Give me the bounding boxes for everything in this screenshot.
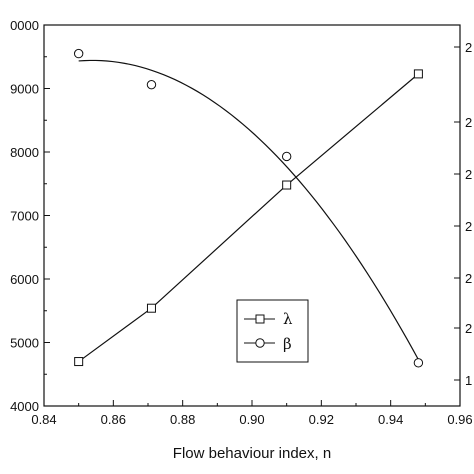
legend-box	[236, 299, 309, 363]
y-right-tick-label: 2	[465, 167, 472, 182]
legend-marker-circle	[255, 338, 265, 348]
series-lambda-point	[74, 357, 84, 367]
legend-marker-square	[255, 314, 265, 324]
y-tick-label: 0000	[10, 18, 39, 33]
legend-label-lambda: λ	[283, 310, 293, 328]
x-tick-label: 0.86	[101, 412, 126, 427]
y-tick-label: 6000	[10, 272, 39, 287]
y-axis-left-ticks: 4000 5000 6000 7000 8000 9000 0000	[10, 18, 50, 414]
series-beta-point	[413, 358, 424, 368]
y-right-tick-label: 2	[465, 271, 472, 286]
y-right-tick-label: 2	[465, 40, 472, 55]
x-axis-label: Flow behaviour index, n	[173, 445, 331, 462]
y-axis-right-ticks: 1 2 2 2 2 2 2	[454, 40, 472, 388]
series-lambda-point	[146, 303, 156, 313]
legend-label-beta: β	[283, 335, 292, 353]
series-lambda-point	[413, 69, 423, 79]
x-tick-label: 0.92	[309, 412, 334, 427]
series-beta-point	[281, 151, 292, 162]
series-beta-point	[146, 79, 157, 90]
series-beta-point	[73, 48, 84, 59]
series-lambda-point	[282, 180, 292, 190]
y-tick-label: 7000	[10, 209, 39, 224]
y-tick-label: 8000	[10, 145, 39, 160]
series-lambda-line	[78, 73, 419, 363]
y-right-tick-label: 2	[465, 115, 472, 130]
x-tick-label: 0.96	[447, 412, 472, 427]
x-tick-label: 0.88	[170, 412, 195, 427]
x-tick-label: 0.84	[31, 412, 56, 427]
y-right-tick-label: 2	[465, 219, 472, 234]
y-right-tick-label: 1	[465, 373, 472, 388]
y-tick-label: 9000	[10, 82, 39, 97]
x-axis-ticks: 0.84 0.86 0.88 0.90 0.92 0.94 0.96	[31, 400, 473, 427]
x-tick-label: 0.90	[239, 412, 264, 427]
y-tick-label: 5000	[10, 336, 39, 351]
y-tick-label: 4000	[10, 399, 39, 414]
series-beta-curve	[78, 59, 419, 360]
legend: λ β	[236, 299, 309, 363]
y-right-tick-label: 2	[465, 321, 472, 336]
x-tick-label: 0.94	[378, 412, 403, 427]
series-layer	[73, 48, 424, 368]
